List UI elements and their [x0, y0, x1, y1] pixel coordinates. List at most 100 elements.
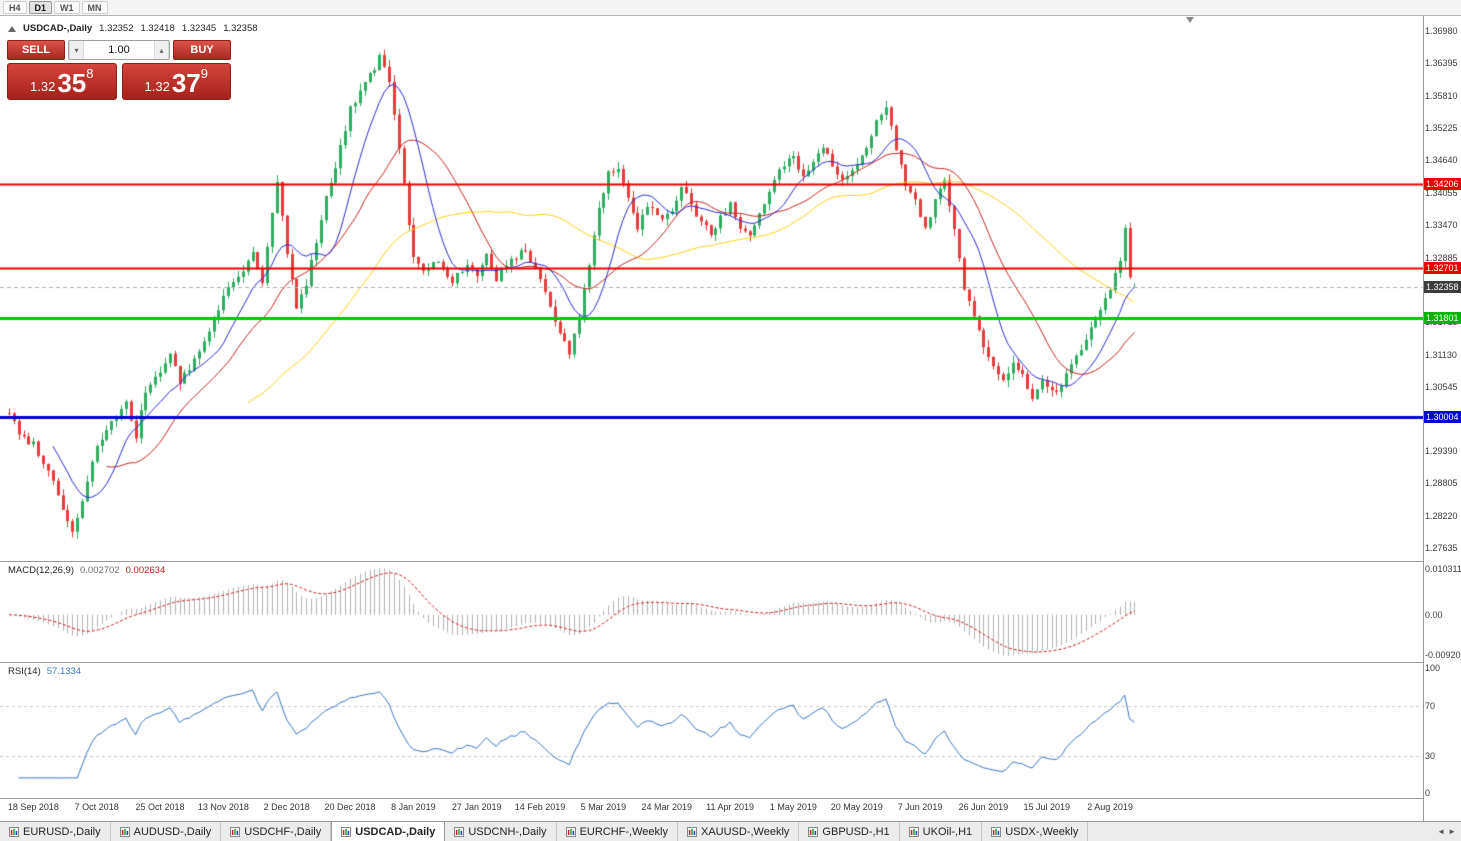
rsi-panel-splitter[interactable]: [0, 662, 1423, 663]
timeframe-toolbar: H4 D1 W1 MN: [0, 0, 1461, 16]
price-axis-label: 1.34055: [1425, 187, 1458, 198]
date-axis-label: 20 Dec 2018: [324, 802, 376, 812]
macd-panel-canvas[interactable]: [0, 562, 1423, 662]
macd-signal-value: 0.002634: [125, 565, 166, 576]
price-axis-label: 1.35225: [1425, 123, 1458, 134]
chart-tab-usdcnh[interactable]: USDCNH-,Daily: [445, 822, 557, 841]
rsi-axis-label: 100: [1425, 663, 1441, 673]
price-axis-label: 1.32885: [1425, 252, 1458, 263]
date-axis-label: 24 Mar 2019: [641, 802, 692, 812]
timeframe-button-mn[interactable]: MN: [81, 1, 108, 14]
rsi-title: RSI(14): [8, 666, 41, 677]
chart-shift-marker[interactable]: [1186, 17, 1194, 23]
chart-tab-icon: [454, 826, 465, 837]
price-axis-label: 1.28805: [1425, 478, 1458, 489]
ohlc-close: 1.32358: [223, 23, 258, 34]
date-axis-label: 2 Aug 2019: [1087, 802, 1133, 812]
chart-tab-label: USDX-,Weekly: [1005, 825, 1079, 838]
date-axis-label: 5 Mar 2019: [580, 802, 627, 812]
date-axis-label: 25 Oct 2018: [135, 802, 185, 812]
date-axis[interactable]: 18 Sep 2018 7 Oct 2018 25 Oct 2018 13 Nov 2…: [0, 799, 1423, 821]
chart-tab-gbpusd[interactable]: GBPUSD-,H1: [799, 822, 900, 841]
chart-tab-ukoil[interactable]: UKOil-,H1: [900, 822, 983, 841]
one-click-toggle-icon[interactable]: [8, 25, 16, 32]
sell-price-pips: 35: [57, 68, 87, 98]
resistance-line-1-32701-tag: 1.32701: [1424, 261, 1461, 274]
chart-tab-eurusd[interactable]: EURUSD-,Daily: [0, 822, 111, 841]
chart-tab-icon: [686, 826, 697, 837]
chart-tab-label: UKOil-,H1: [922, 825, 973, 838]
buy-price-display[interactable]: 1.32 37 9: [121, 63, 231, 100]
date-axis-label: 8 Jan 2019: [391, 802, 436, 812]
buy-price-pips: 37: [171, 68, 201, 98]
chart-tab-icon: [230, 826, 241, 837]
one-click-controls-row: SELL ▾ ▴ BUY: [7, 40, 231, 60]
timeframe-button-h4[interactable]: H4: [3, 1, 27, 14]
rsi-value: 57.1334: [46, 666, 82, 677]
date-axis-border: [0, 798, 1423, 799]
chart-tab-icon: [565, 826, 576, 837]
timeframe-button-w1[interactable]: W1: [54, 1, 80, 14]
buy-price-big-figure: 1.32: [144, 79, 170, 94]
date-axis-label: 13 Nov 2018: [197, 802, 249, 812]
price-axis[interactable]: 1.36980 1.36395 1.35810 1.35225 1.34640 1.340…: [1424, 16, 1461, 821]
chart-tab-label: USDCHF-,Daily: [244, 825, 322, 838]
resistance-line-1-34206-tag: 1.34206: [1424, 178, 1461, 191]
date-axis-label: 11 Apr 2019: [706, 802, 754, 812]
date-axis-label: 27 Jan 2019: [451, 802, 502, 812]
chart-tab-label: XAUUSD-,Weekly: [700, 825, 790, 838]
volume-decrease-button[interactable]: ▾: [69, 41, 84, 59]
price-axis-label: 1.36980: [1425, 25, 1458, 36]
sell-button[interactable]: SELL: [7, 40, 65, 60]
rsi-indicator-label: RSI(14) 57.1334: [8, 666, 81, 677]
date-axis-label: 1 May 2019: [769, 802, 817, 812]
support-line-1-31801-tag: 1.31801: [1424, 311, 1461, 324]
chart-symbol-period: USDCAD-,Daily: [23, 23, 93, 34]
chart-tabs-bar: EURUSD-,Daily AUDUSD-,Daily USDCHF-,Daily U…: [0, 821, 1461, 841]
one-click-trading-panel: SELL ▾ ▴ BUY 1.32 35 8 1.32 37 9: [7, 40, 231, 100]
chart-tab-eurchf[interactable]: EURCHF-,Weekly: [557, 822, 678, 841]
chart-tab-icon: [9, 826, 19, 837]
macd-axis-zero-label: 0.00: [1425, 609, 1443, 620]
chart-tab-usdx[interactable]: USDX-,Weekly: [982, 822, 1089, 841]
rsi-panel-canvas[interactable]: [0, 663, 1423, 798]
price-axis-label: 1.27635: [1425, 542, 1458, 553]
ohlc-high: 1.32418: [140, 23, 175, 34]
buy-button[interactable]: BUY: [173, 40, 231, 60]
rsi-axis-label: 70: [1425, 700, 1436, 711]
chart-tab-icon: [908, 826, 919, 837]
price-axis-label: 1.34640: [1425, 155, 1458, 166]
chart-tab-label: USDCAD-,Daily: [355, 825, 436, 838]
macd-indicator-label: MACD(12,26,9) 0.002702 0.002634: [8, 565, 165, 576]
price-axis-label: 1.35810: [1425, 90, 1458, 101]
tab-scroll-right-icon[interactable]: ►: [1448, 827, 1456, 836]
date-axis-label: 7 Oct 2018: [74, 802, 119, 812]
macd-axis-max-label: 0.010311: [1425, 564, 1461, 574]
macd-main-value: 0.002702: [80, 565, 120, 576]
volume-input[interactable]: [84, 41, 154, 59]
macd-panel-splitter[interactable]: [0, 561, 1423, 562]
chart-tab-xauusd[interactable]: XAUUSD-,Weekly: [678, 822, 800, 841]
timeframe-button-d1[interactable]: D1: [28, 1, 53, 14]
chart-tab-icon: [119, 826, 130, 837]
chart-tab-usdcad[interactable]: USDCAD-,Daily: [331, 822, 446, 841]
macd-axis-min-label: -0.00920: [1425, 650, 1461, 660]
date-axis-label: 7 Jun 2019: [897, 802, 943, 812]
price-axis-label: 1.31130: [1425, 349, 1457, 360]
sell-price-pipette: 8: [86, 66, 94, 81]
current-bid-line-tag: 1.32358: [1424, 280, 1461, 293]
price-axis-label: 1.36395: [1425, 58, 1458, 69]
date-axis-label: 15 Jul 2019: [1023, 802, 1071, 812]
chart-tab-label: EURUSD-,Daily: [23, 825, 101, 838]
sell-price-display[interactable]: 1.32 35 8: [7, 63, 117, 100]
volume-increase-button[interactable]: ▴: [154, 41, 169, 59]
sell-price-big-figure: 1.32: [30, 79, 56, 94]
rsi-axis-label: 0: [1425, 788, 1431, 798]
chart-tab-audusd[interactable]: AUDUSD-,Daily: [111, 822, 222, 841]
chart-ohlc-header: USDCAD-,Daily 1.32352 1.32418 1.32345 1.…: [8, 23, 258, 34]
chart-tab-label: AUDUSD-,Daily: [133, 825, 212, 838]
main-chart-canvas[interactable]: [0, 16, 1423, 561]
tab-scroll-left-icon[interactable]: ◄: [1437, 827, 1446, 836]
chart-tab-usdchf[interactable]: USDCHF-,Daily: [221, 822, 332, 841]
